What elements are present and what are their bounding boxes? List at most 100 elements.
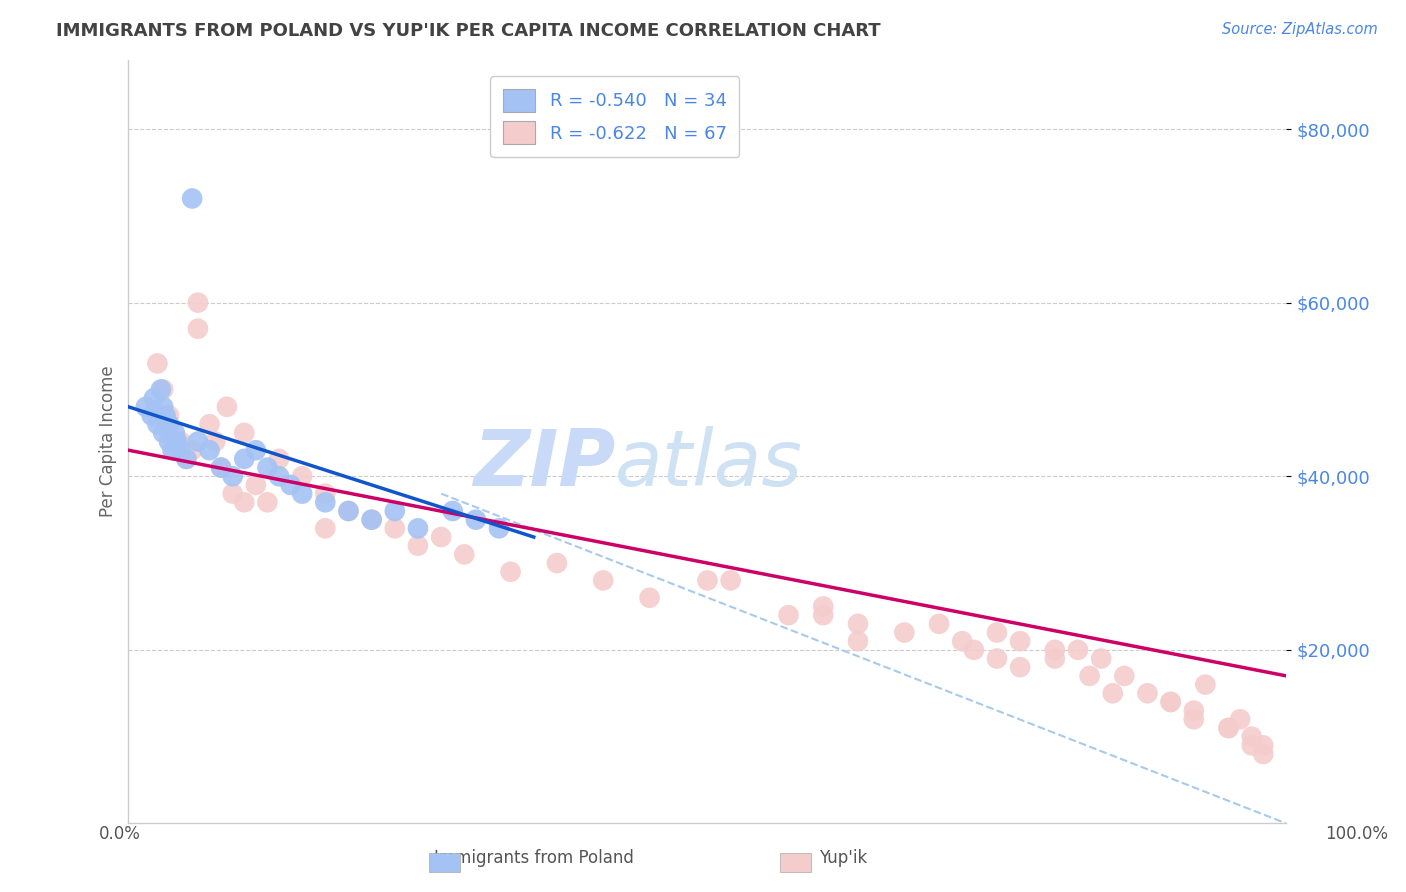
Point xyxy=(157,409,180,423)
Point xyxy=(280,478,302,492)
Point xyxy=(441,504,464,518)
Point xyxy=(1010,634,1032,648)
Point xyxy=(1229,712,1251,726)
Point xyxy=(1251,747,1274,761)
Text: Immigrants from Poland: Immigrants from Poland xyxy=(434,849,634,867)
Point xyxy=(233,495,256,509)
Point xyxy=(187,295,209,310)
Point xyxy=(187,321,209,335)
Point xyxy=(181,443,204,458)
Point xyxy=(986,651,1008,665)
Text: atlas: atlas xyxy=(614,426,803,502)
Point xyxy=(152,383,174,397)
Point xyxy=(360,513,382,527)
Point xyxy=(499,565,522,579)
Point xyxy=(1218,721,1240,735)
Point xyxy=(928,616,950,631)
Point xyxy=(1043,643,1066,657)
Point xyxy=(1160,695,1182,709)
Point xyxy=(149,383,172,397)
Point xyxy=(256,495,278,509)
Point xyxy=(406,521,429,535)
Point xyxy=(337,504,360,518)
Point xyxy=(1160,695,1182,709)
Point xyxy=(846,616,869,631)
Point xyxy=(1240,730,1263,744)
Point xyxy=(157,417,180,432)
Text: 0.0%: 0.0% xyxy=(98,825,141,843)
Point xyxy=(209,460,232,475)
Point xyxy=(155,409,177,423)
Point xyxy=(221,486,243,500)
Legend: R = -0.540   N = 34, R = -0.622   N = 67: R = -0.540 N = 34, R = -0.622 N = 67 xyxy=(491,77,740,157)
Point xyxy=(135,400,157,414)
Point xyxy=(198,443,221,458)
Point xyxy=(215,400,238,414)
Point xyxy=(1182,712,1205,726)
Point xyxy=(1194,677,1216,691)
Y-axis label: Per Capita Income: Per Capita Income xyxy=(100,366,117,517)
Point xyxy=(893,625,915,640)
Point xyxy=(291,469,314,483)
Point xyxy=(233,425,256,440)
Text: 100.0%: 100.0% xyxy=(1326,825,1388,843)
Point xyxy=(163,425,186,440)
Point xyxy=(187,434,209,449)
Point xyxy=(846,634,869,648)
Point xyxy=(1182,704,1205,718)
Point xyxy=(314,495,336,509)
Point xyxy=(1078,669,1101,683)
Point xyxy=(1010,660,1032,674)
Point xyxy=(406,539,429,553)
Point xyxy=(245,443,267,458)
Point xyxy=(1043,651,1066,665)
Point xyxy=(142,391,165,405)
Point xyxy=(314,521,336,535)
Point xyxy=(146,417,169,432)
Point xyxy=(1240,739,1263,753)
Point xyxy=(291,486,314,500)
Point xyxy=(1101,686,1123,700)
Point xyxy=(1090,651,1112,665)
Point xyxy=(221,469,243,483)
Point xyxy=(337,504,360,518)
Point xyxy=(963,643,986,657)
Point xyxy=(778,608,800,623)
Point xyxy=(141,409,163,423)
Point xyxy=(1218,721,1240,735)
Point xyxy=(1136,686,1159,700)
Point xyxy=(209,460,232,475)
Point xyxy=(1251,739,1274,753)
Point xyxy=(813,599,835,614)
Point xyxy=(546,556,568,570)
Text: Yup'ik: Yup'ik xyxy=(820,849,868,867)
Point xyxy=(152,400,174,414)
Text: Source: ZipAtlas.com: Source: ZipAtlas.com xyxy=(1222,22,1378,37)
Point xyxy=(638,591,661,605)
Point xyxy=(204,434,226,449)
Point xyxy=(176,451,198,466)
Point xyxy=(696,574,718,588)
Point xyxy=(360,513,382,527)
Point xyxy=(1114,669,1136,683)
Text: ZIP: ZIP xyxy=(472,426,614,502)
Point xyxy=(146,356,169,370)
Point xyxy=(267,469,290,483)
Point xyxy=(592,574,614,588)
Point xyxy=(430,530,453,544)
Point xyxy=(384,521,406,535)
Point xyxy=(163,443,186,458)
Point xyxy=(453,548,475,562)
Point xyxy=(464,513,486,527)
Point xyxy=(488,521,510,535)
Text: IMMIGRANTS FROM POLAND VS YUP'IK PER CAPITA INCOME CORRELATION CHART: IMMIGRANTS FROM POLAND VS YUP'IK PER CAP… xyxy=(56,22,882,40)
Point xyxy=(950,634,973,648)
Point xyxy=(245,478,267,492)
Point xyxy=(267,451,290,466)
Point xyxy=(176,451,198,466)
Point xyxy=(813,608,835,623)
Point xyxy=(157,434,180,449)
Point xyxy=(256,460,278,475)
Point xyxy=(169,434,191,449)
Point xyxy=(169,443,191,458)
